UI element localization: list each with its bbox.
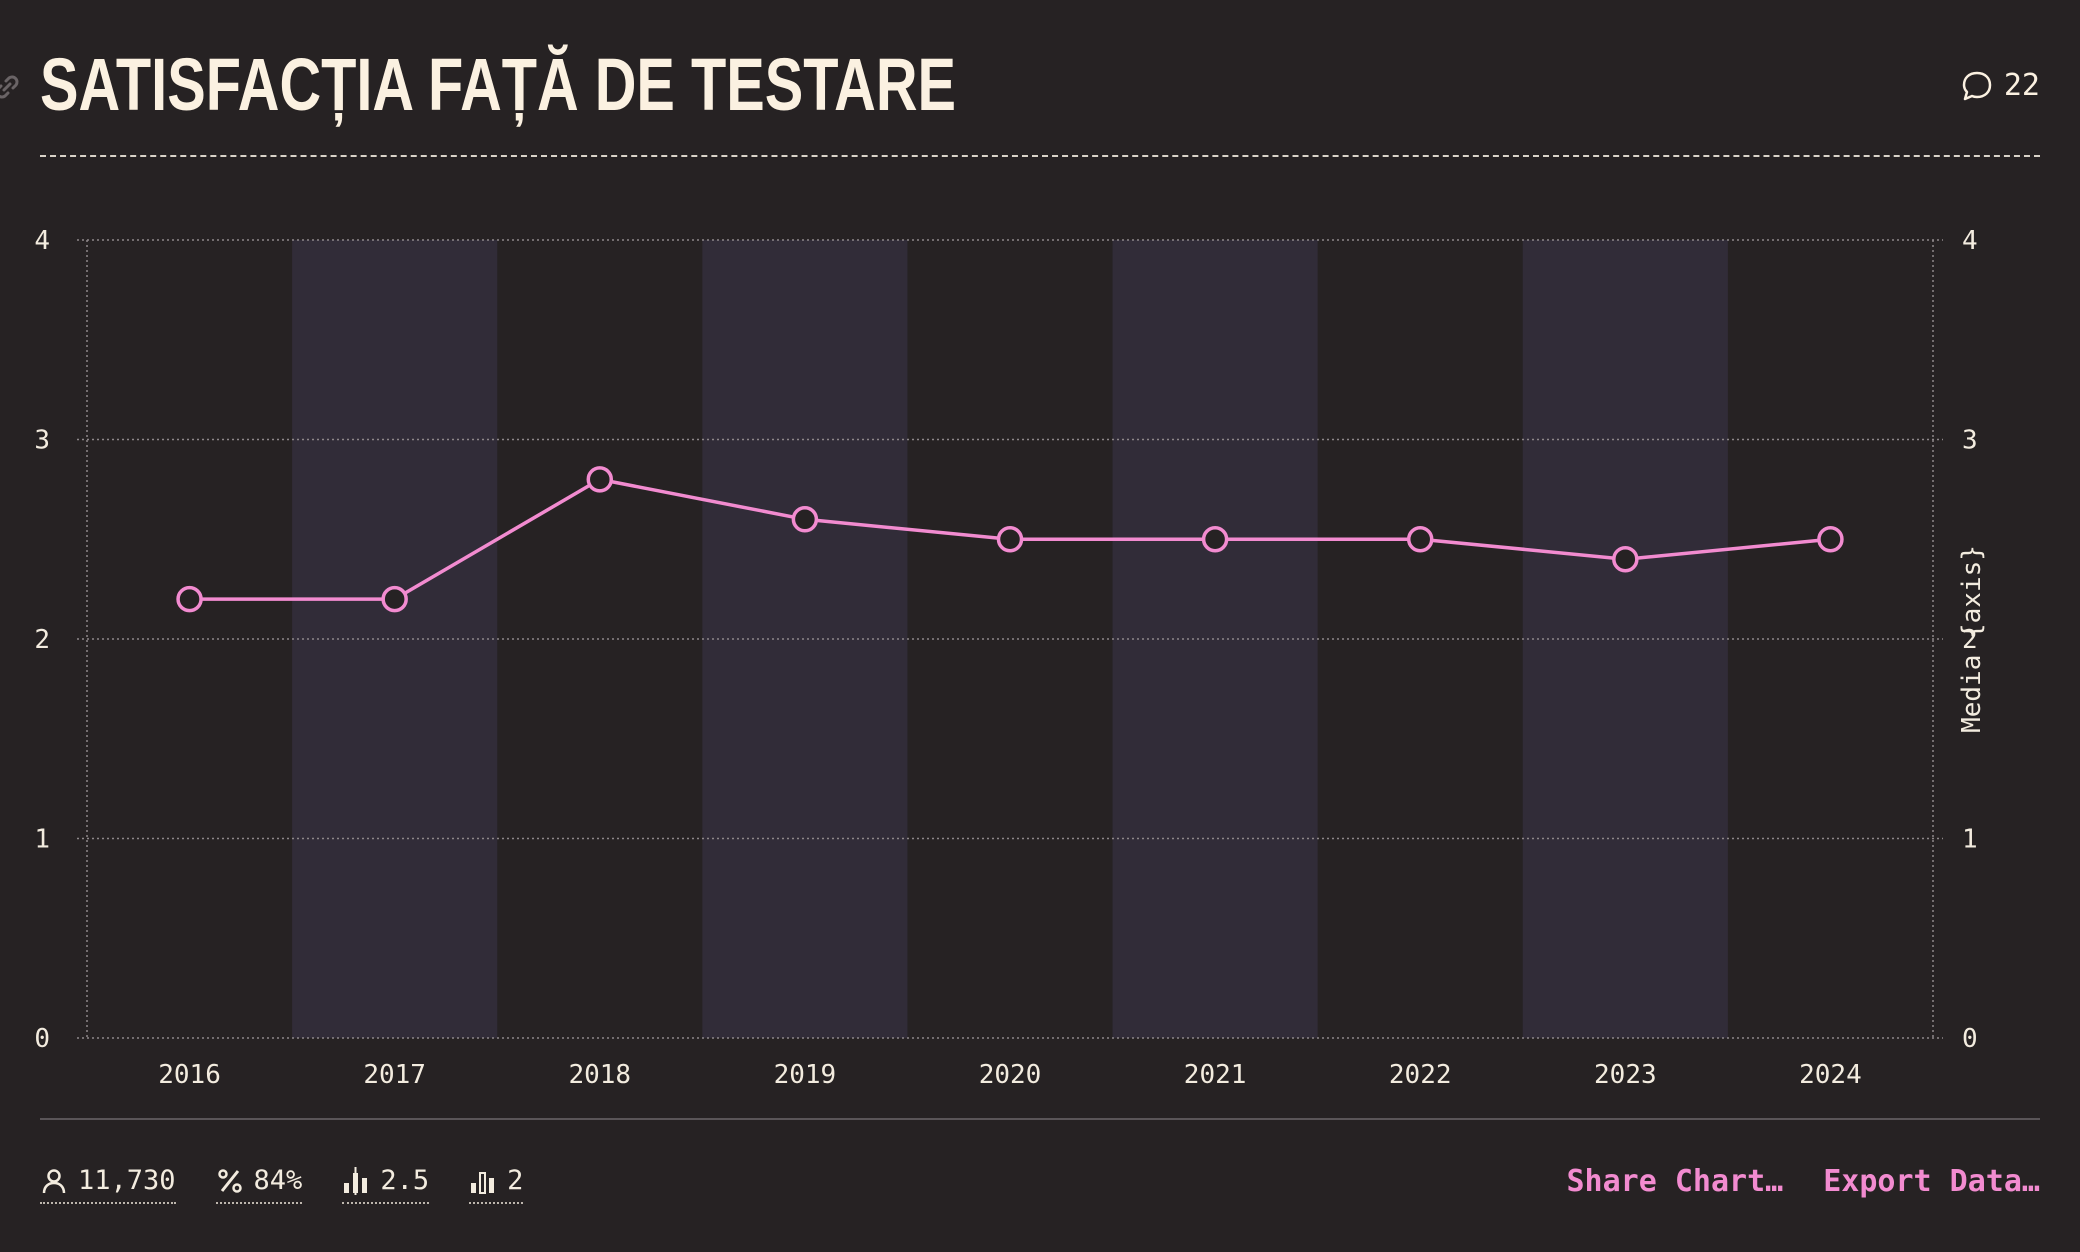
y-tick-label-left: 0 — [34, 1024, 50, 1054]
footer-divider — [40, 1118, 2040, 1120]
chart-title: SATISFACȚIA FAȚĂ DE TESTARE — [40, 43, 957, 126]
data-point[interactable] — [1612, 545, 1639, 573]
data-point[interactable] — [1201, 526, 1229, 553]
chart-actions: Share Chart… Export Data… — [1567, 1164, 2041, 1199]
median-stat[interactable]: 2 — [469, 1165, 524, 1204]
average-stat[interactable]: 2.5 — [342, 1165, 430, 1204]
x-tick-label: 2018 — [568, 1060, 631, 1090]
x-tick-label: 2021 — [1184, 1060, 1247, 1090]
y-tick-label-right: 0 — [1962, 1024, 1978, 1054]
export-data-link[interactable]: Export Data… — [1823, 1164, 2040, 1199]
y-axis-title: Media {axis} — [1957, 545, 1987, 733]
y-tick-label-right: 2 — [1962, 625, 1978, 655]
title-divider — [40, 155, 2040, 157]
x-tick-label: 2023 — [1594, 1060, 1657, 1090]
average-value: 2.5 — [380, 1165, 430, 1196]
y-tick-label-right: 1 — [1962, 825, 1978, 855]
y-tick-label-left: 1 — [34, 825, 50, 855]
median-bars-icon — [471, 1171, 495, 1194]
x-tick-label: 2017 — [363, 1060, 426, 1090]
y-tick-label-left: 3 — [34, 426, 50, 456]
link-icon[interactable] — [0, 72, 22, 102]
share-chart-link[interactable]: Share Chart… — [1566, 1164, 1784, 1199]
comments-button[interactable]: 22 — [1960, 68, 2040, 103]
line-chart: 0 0 1 1 2 2 3 3 4 4 Media {axis} 2016 2017 2018 2019 20… — [34, 226, 1987, 1090]
percentage-value: 84% — [253, 1165, 303, 1196]
data-point[interactable] — [1406, 526, 1434, 553]
data-point[interactable] — [1817, 526, 1844, 553]
person-icon — [42, 1168, 66, 1193]
comment-icon — [1962, 71, 1992, 100]
data-point[interactable] — [996, 526, 1024, 553]
percent-icon — [217, 1168, 242, 1193]
data-point[interactable] — [586, 466, 614, 493]
x-tick-label: 2019 — [774, 1060, 837, 1090]
y-tick-label-right: 3 — [1962, 426, 1978, 456]
data-point[interactable] — [176, 585, 203, 613]
respondents-stat[interactable]: 11,730 — [40, 1165, 176, 1204]
data-point[interactable] — [381, 585, 408, 613]
y-tick-label-left: 4 — [34, 226, 50, 256]
respondents-value: 11,730 — [78, 1165, 176, 1196]
data-point[interactable] — [791, 506, 819, 533]
percentage-stat[interactable]: 84% — [215, 1165, 303, 1204]
comment-count: 22 — [2003, 68, 2040, 103]
x-tick-label: 2022 — [1389, 1060, 1452, 1090]
y-tick-label-right: 4 — [1962, 226, 1978, 256]
x-tick-label: 2020 — [979, 1060, 1042, 1090]
stats-bar: 11,730 84% 2.5 2 — [40, 1165, 524, 1204]
x-tick-label: 2016 — [158, 1060, 221, 1090]
y-tick-label-left: 2 — [34, 625, 50, 655]
x-tick-label: 2024 — [1799, 1060, 1862, 1090]
average-bars-icon — [344, 1166, 368, 1195]
median-value: 2 — [507, 1165, 524, 1196]
